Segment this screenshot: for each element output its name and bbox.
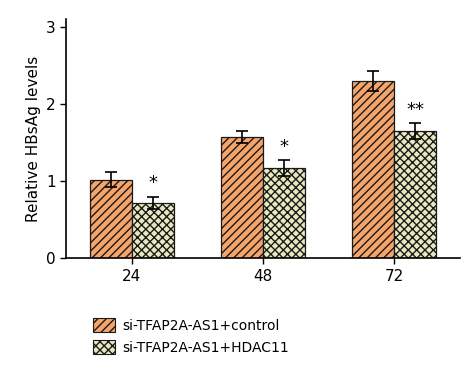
Text: *: * bbox=[148, 174, 157, 192]
Y-axis label: Relative HBsAg levels: Relative HBsAg levels bbox=[26, 55, 41, 222]
Legend: si-TFAP2A-AS1+control, si-TFAP2A-AS1+HDAC11: si-TFAP2A-AS1+control, si-TFAP2A-AS1+HDA… bbox=[93, 318, 289, 355]
Bar bbox=[352, 81, 394, 258]
Text: *: * bbox=[280, 138, 289, 156]
Bar bbox=[132, 203, 174, 258]
Bar bbox=[221, 137, 263, 258]
Bar bbox=[263, 168, 305, 258]
Bar bbox=[90, 180, 132, 258]
Bar bbox=[394, 131, 436, 258]
Text: **: ** bbox=[406, 101, 424, 119]
